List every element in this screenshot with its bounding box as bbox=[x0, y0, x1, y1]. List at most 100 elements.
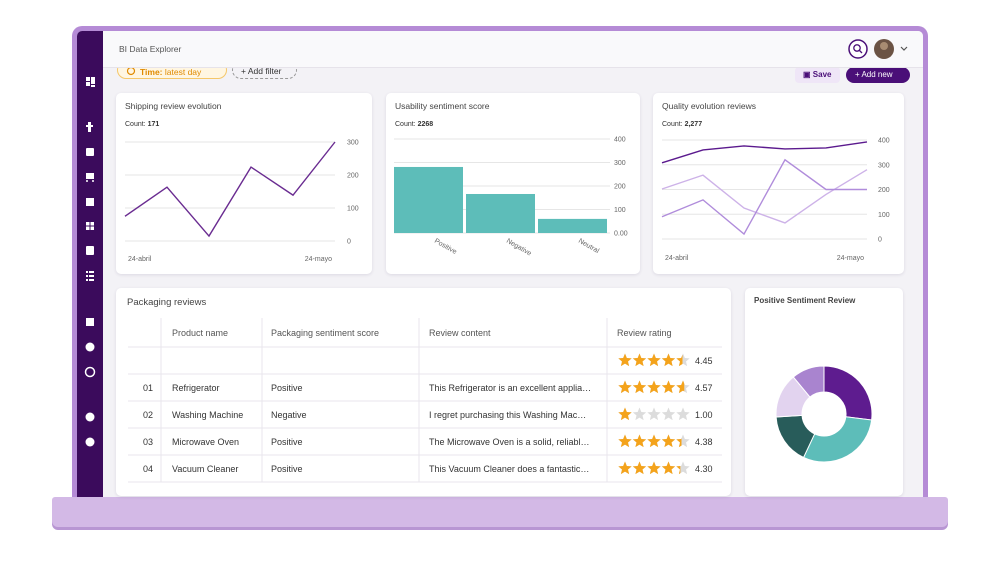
x-tick-label: Positive bbox=[433, 238, 458, 256]
save-text: ▣ Save bbox=[803, 70, 832, 79]
line-chart: 0 100 200 300 400 24-abril 24-mayo bbox=[661, 138, 890, 262]
review-content: I regret purchasing this Washing Mac… bbox=[429, 409, 587, 420]
star-full bbox=[632, 434, 647, 448]
save-label: Save bbox=[812, 70, 832, 79]
table-card: Packaging reviews Product name Packaging s… bbox=[116, 288, 731, 496]
y-tick-label: 300 bbox=[614, 160, 626, 167]
add-filter-label: Add filter bbox=[247, 66, 282, 76]
rating-stars bbox=[618, 461, 690, 475]
sentiment-card: Positive Sentiment Review bbox=[745, 288, 903, 496]
donut-segment bbox=[792, 365, 825, 398]
add-new-text: + Add new bbox=[855, 70, 893, 79]
add-new-label: Add new bbox=[861, 70, 893, 79]
rating-value: 1.00 bbox=[695, 409, 713, 420]
bar bbox=[538, 218, 607, 233]
bar bbox=[466, 193, 535, 233]
count-label: Count: bbox=[395, 121, 416, 128]
y-tick-label: 300 bbox=[878, 162, 890, 169]
sentiment-score: Negative bbox=[271, 409, 307, 420]
time-value: latest day bbox=[164, 67, 202, 77]
star-empty bbox=[647, 407, 661, 421]
star-empty bbox=[661, 407, 676, 421]
nav-icons[interactable] bbox=[84, 77, 96, 447]
time-label: Time: bbox=[140, 67, 163, 77]
chart-title: Shipping review evolution bbox=[125, 101, 222, 111]
y-tick-label: 200 bbox=[614, 184, 626, 191]
column-header: Review content bbox=[429, 327, 491, 338]
donut-segment bbox=[802, 416, 873, 463]
product-name: Washing Machine bbox=[172, 409, 244, 420]
count-label: Count: bbox=[125, 121, 146, 128]
save-button[interactable]: ▣ Save bbox=[795, 67, 840, 83]
rating-stars bbox=[618, 434, 690, 448]
count: Count: 2268 bbox=[395, 121, 433, 128]
chart-title: Quality evolution reviews bbox=[662, 101, 757, 111]
x-tick-label: 24-mayo bbox=[837, 255, 864, 262]
chart-title: Usability sentiment score bbox=[395, 101, 490, 111]
star-full bbox=[647, 461, 661, 475]
add-new-button[interactable]: + Add new bbox=[846, 67, 910, 83]
bar bbox=[394, 166, 463, 233]
rating-value: 4.38 bbox=[695, 436, 713, 447]
review-content: The Microwave Oven is a solid, reliabl… bbox=[429, 436, 590, 447]
header: BI Data Explorer bbox=[103, 31, 923, 68]
laptop-base bbox=[52, 497, 948, 527]
star-fill bbox=[618, 380, 685, 394]
star-full bbox=[661, 434, 676, 448]
x-tick-label: Negative bbox=[505, 238, 533, 258]
bar-chart: 0.00 100 200 300 400 Positive Negative Neutral bbox=[394, 137, 628, 258]
count-value: 2,277 bbox=[684, 121, 703, 128]
search-button[interactable] bbox=[848, 39, 868, 59]
star-empty bbox=[632, 407, 647, 421]
sidebar bbox=[77, 31, 103, 497]
star-full bbox=[632, 353, 647, 367]
star-full bbox=[676, 438, 682, 448]
y-tick-label: 300 bbox=[347, 140, 359, 147]
rating-value: 4.45 bbox=[695, 355, 713, 366]
y-tick-label: 100 bbox=[878, 212, 890, 219]
count-value: 171 bbox=[147, 121, 160, 128]
y-tick-label: 100 bbox=[614, 207, 626, 214]
column-header: Product name bbox=[172, 327, 229, 338]
star-empty bbox=[676, 407, 690, 421]
count-label: Count: bbox=[662, 121, 683, 128]
star-fill bbox=[618, 461, 681, 475]
row-index: 01 bbox=[143, 382, 154, 393]
x-tick-label: Neutral bbox=[577, 238, 600, 256]
star-fill bbox=[618, 434, 682, 448]
table-title: Packaging reviews bbox=[127, 297, 207, 308]
star-full bbox=[676, 354, 683, 367]
sidebar-icons bbox=[84, 77, 96, 447]
shipping-card: Shipping review evolution Count: 171 0 100 2… bbox=[116, 93, 372, 274]
row-index: 04 bbox=[143, 463, 154, 474]
star-full bbox=[618, 353, 632, 367]
star-full bbox=[632, 380, 647, 394]
rating-stars bbox=[618, 380, 690, 394]
rating-stars bbox=[618, 353, 690, 367]
y-tick-label: 0.00 bbox=[614, 231, 628, 238]
header-icons bbox=[848, 39, 908, 59]
count: Count: 171 bbox=[125, 121, 159, 128]
table-grid bbox=[128, 318, 722, 483]
line-chart: 0 100 200 300 24-abril 24-mayo bbox=[124, 140, 359, 263]
line-series bbox=[661, 169, 868, 224]
sentiment-score: Positive bbox=[271, 463, 303, 474]
y-tick-label: 400 bbox=[878, 138, 890, 145]
count-value: 2268 bbox=[417, 121, 434, 128]
star-full bbox=[661, 461, 676, 475]
add-filter-text: + Add filter bbox=[241, 66, 282, 76]
rating-value: 4.30 bbox=[695, 463, 713, 474]
y-tick-label: 0 bbox=[347, 239, 351, 246]
star-full bbox=[647, 434, 661, 448]
y-tick-label: 100 bbox=[347, 206, 359, 213]
profile-chevron[interactable] bbox=[900, 46, 908, 51]
search-icon bbox=[853, 44, 861, 52]
review-content: This Vacuum Cleaner does a fantastic… bbox=[429, 463, 590, 474]
product-name: Microwave Oven bbox=[172, 436, 240, 447]
x-tick-label: 24-abril bbox=[665, 255, 689, 262]
star-full bbox=[661, 353, 676, 367]
column-header: Packaging sentiment score bbox=[271, 327, 380, 338]
x-tick-label: 24-abril bbox=[128, 256, 152, 263]
